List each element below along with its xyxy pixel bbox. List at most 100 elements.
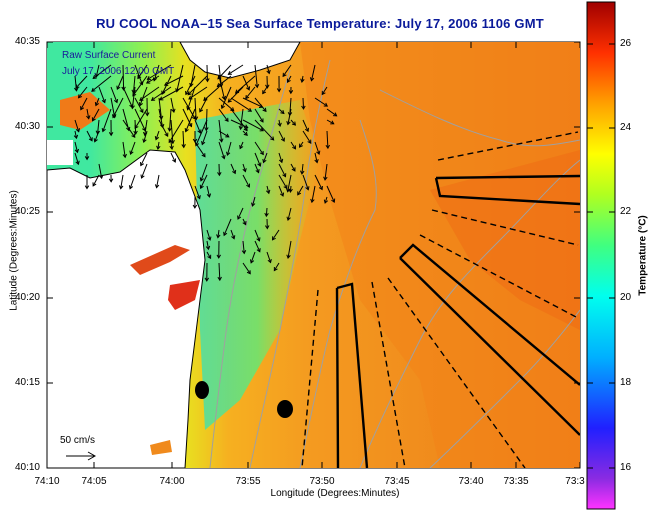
current-arrowhead [231, 235, 236, 240]
current-arrow [221, 86, 232, 109]
current-arrowhead [262, 158, 267, 164]
x-tick-label: 73:3 [565, 476, 585, 487]
colorbar-tick-label: 26 [620, 38, 632, 49]
current-arrowhead [257, 162, 262, 167]
current-arrowhead [239, 145, 244, 150]
current-arrowhead [301, 105, 306, 110]
current-arrowhead [217, 75, 222, 80]
current-arrowhead [196, 195, 201, 200]
current-arrowhead [154, 136, 160, 141]
current-arrow [326, 185, 335, 203]
current-arrow [287, 75, 292, 83]
current-arrow [157, 141, 160, 150]
y-axis-label: Latitude (Degrees:Minutes) [8, 190, 20, 311]
y-tick-label: 40:35 [14, 36, 40, 47]
current-arrow [266, 64, 270, 74]
current-arrowhead [265, 84, 270, 89]
current-arrow [278, 174, 288, 189]
current-arrow [218, 119, 223, 142]
current-arrowhead [270, 136, 275, 141]
current-arrow [185, 75, 196, 95]
current-arrow [324, 196, 328, 204]
colorbar [586, 1, 616, 510]
x-tick-label: 73:45 [384, 476, 410, 487]
current-arrowhead [262, 107, 267, 113]
current-arrow [170, 119, 174, 144]
mooring-marker-2 [277, 400, 293, 418]
current-arrow [98, 86, 106, 103]
current-arrow [240, 108, 244, 130]
axis-ticks [46, 41, 581, 469]
current-arrow [245, 86, 256, 99]
mooring-marker-1 [195, 381, 209, 399]
current-arrowhead [243, 131, 248, 136]
current-arrowhead [266, 189, 271, 195]
current-arrow [273, 262, 280, 271]
current-arrow [242, 218, 247, 225]
current-arrowhead [219, 138, 224, 143]
current-arrowhead [216, 83, 221, 88]
x-tick-label: 73:35 [503, 476, 529, 487]
current-arrow [251, 196, 256, 207]
current-arrowhead [91, 117, 96, 122]
x-tick-label: 73:50 [309, 476, 335, 487]
current-arrow [170, 141, 173, 150]
current-arrowhead [146, 76, 151, 80]
current-arrow [218, 97, 235, 112]
current-arrowhead [333, 112, 338, 117]
current-arrow [97, 119, 100, 134]
current-arrowhead [150, 96, 156, 101]
current-arrowhead [185, 90, 190, 96]
bathymetry-contours [209, 59, 580, 468]
current-arrowhead [75, 128, 81, 133]
current-arrowhead [101, 98, 106, 104]
current-arrowhead [286, 121, 291, 126]
current-arrowhead [77, 94, 82, 99]
current-arrowhead [330, 120, 335, 125]
current-arrowhead [251, 202, 256, 207]
current-arrowhead [156, 145, 161, 150]
current-arrowhead [259, 127, 265, 132]
current-arrowhead [221, 95, 227, 101]
current-arrowhead [73, 134, 79, 140]
legend-line-1: Raw Surface Current [62, 50, 156, 61]
current-arrow [218, 108, 229, 122]
current-arrow [278, 130, 285, 142]
current-arrowhead [276, 88, 282, 93]
current-arrow [199, 97, 208, 112]
current-arrow [326, 108, 337, 117]
current-arrowhead [227, 98, 232, 103]
current-arrowhead [321, 90, 326, 96]
current-arrowhead [140, 174, 145, 179]
current-arrowhead [145, 79, 151, 84]
colorbar-tick-label: 16 [620, 462, 632, 473]
current-arrowhead [297, 191, 302, 196]
current-arrowhead [80, 106, 85, 111]
current-arrowhead [220, 104, 225, 110]
current-arrow [130, 141, 136, 155]
current-arrowhead [93, 138, 98, 143]
current-arrow [278, 163, 286, 177]
current-arrow [254, 119, 275, 141]
current-arrow [194, 141, 206, 157]
current-arrowhead [286, 216, 291, 222]
current-arrow [242, 130, 248, 136]
current-arrow [143, 130, 148, 143]
current-arrow [266, 251, 272, 263]
y-tick-label: 40:15 [14, 377, 40, 388]
current-arrowhead [232, 169, 237, 175]
current-arrow [242, 163, 246, 172]
current-arrowhead [254, 83, 260, 89]
current-arrow [86, 130, 93, 141]
current-arrow [301, 75, 304, 83]
current-arrow [254, 163, 260, 173]
current-arrow [112, 97, 124, 118]
current-arrowhead [139, 96, 144, 101]
current-arrowhead [86, 115, 91, 120]
current-arrow [254, 240, 261, 252]
current-arrowhead [189, 82, 194, 88]
current-arrowhead [323, 176, 328, 181]
current-arrowhead [204, 277, 210, 282]
current-arrowhead [265, 225, 270, 230]
current-arrow [155, 130, 160, 140]
